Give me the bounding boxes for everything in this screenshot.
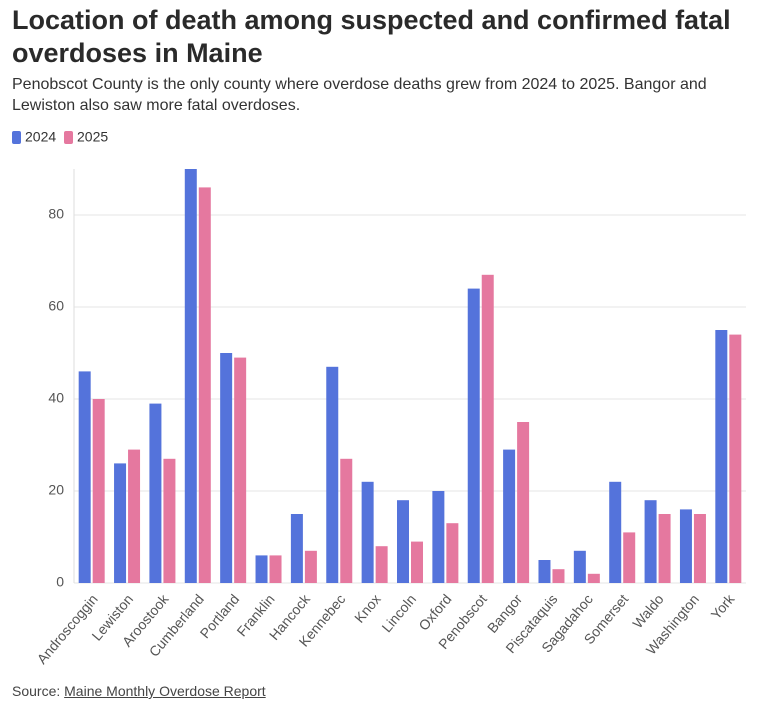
bar: [397, 500, 409, 583]
bar: [92, 399, 105, 583]
bar: [184, 169, 197, 583]
bar: [609, 481, 622, 583]
x-tick-label: Knox: [351, 591, 384, 626]
x-tick-label: Lincoln: [378, 591, 419, 635]
bar: [149, 403, 162, 583]
bar: [340, 458, 353, 583]
bar: [658, 514, 671, 583]
bar: [163, 458, 176, 583]
bar: [517, 422, 530, 583]
chart-subtitle: Penobscot County is the only county wher…: [12, 76, 707, 114]
y-tick-label: 40: [48, 390, 64, 406]
bar: [552, 569, 565, 583]
bar: [269, 555, 282, 583]
bar: [290, 514, 303, 583]
bar: [411, 541, 423, 583]
legend-label: 2025: [77, 129, 108, 145]
bar: [304, 550, 317, 583]
bar: [446, 523, 459, 583]
bar: [114, 463, 127, 583]
chart: 2024 2025020406080AndroscogginLewistonAro…: [12, 129, 746, 667]
bar: [573, 550, 586, 583]
bar: [715, 330, 728, 583]
y-tick-label: 80: [48, 206, 64, 222]
legend-swatch: [12, 131, 21, 144]
bar: [644, 500, 657, 583]
y-tick-label: 0: [56, 574, 64, 590]
bar: [361, 481, 374, 583]
bar: [326, 366, 339, 583]
bar: [234, 357, 247, 583]
bar: [128, 449, 141, 583]
bar: [220, 353, 233, 583]
bar: [467, 288, 480, 583]
y-tick-label: 20: [48, 482, 64, 498]
source: Source: Maine Monthly Overdose Report: [12, 683, 266, 699]
bar: [693, 514, 706, 583]
bar: [255, 555, 268, 583]
bar: [198, 187, 211, 583]
bar: [538, 560, 551, 583]
source-label: Source:: [12, 683, 61, 699]
x-tick-label: Androscoggin: [34, 591, 101, 667]
bar: [729, 334, 742, 583]
bar: [432, 491, 445, 583]
chart-title: Location of death among suspected and co…: [12, 5, 731, 68]
source-link[interactable]: Maine Monthly Overdose Report: [64, 683, 266, 699]
bar: [587, 573, 600, 583]
bar: [503, 449, 516, 583]
bar: [78, 371, 91, 583]
legend-label: 2024: [25, 129, 56, 145]
bar: [679, 509, 692, 583]
y-tick-label: 60: [48, 298, 64, 314]
bar: [623, 532, 636, 583]
bar: [375, 546, 388, 583]
bar: [481, 274, 494, 583]
legend-swatch: [64, 131, 73, 144]
x-tick-label: York: [708, 590, 739, 622]
